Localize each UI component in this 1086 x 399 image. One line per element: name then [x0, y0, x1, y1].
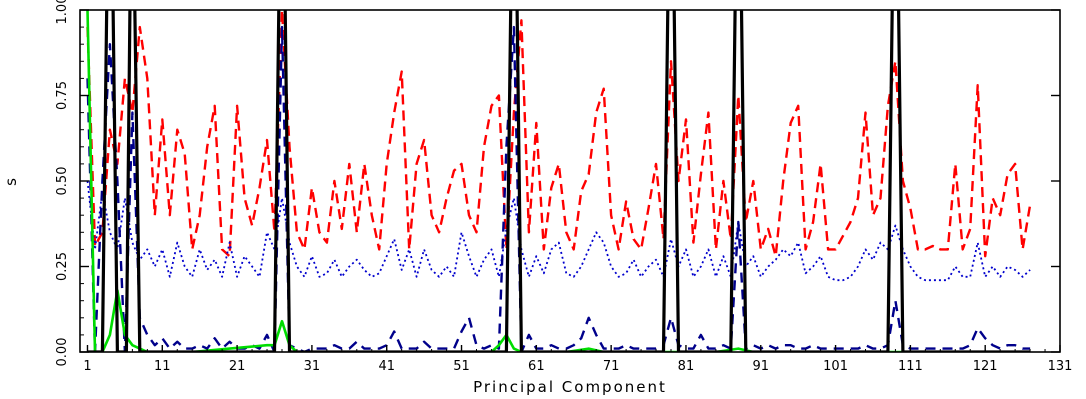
plot-frame — [79, 9, 1061, 353]
y-tick-label: 0.75 — [55, 81, 70, 110]
x-tick-label: 111 — [898, 359, 923, 374]
x-tick-label: 21 — [229, 359, 246, 374]
y-tick-label: 1.00 — [55, 0, 70, 24]
x-tick-label: 31 — [304, 359, 321, 374]
x-tick-label: 11 — [154, 359, 171, 374]
y-tick-label: 0.50 — [55, 167, 70, 196]
x-tick-label: 71 — [603, 359, 620, 374]
y-axis-title: s — [2, 176, 20, 186]
x-axis-title: Principal Component — [473, 378, 667, 396]
x-tick-label: 41 — [378, 359, 395, 374]
x-tick-label: 101 — [823, 359, 848, 374]
x-tick-label: 131 — [1048, 359, 1073, 374]
x-tick-label: 91 — [752, 359, 769, 374]
y-tick-label: 0.25 — [55, 252, 70, 281]
x-tick-label: 1 — [83, 359, 91, 374]
x-tick-label: 121 — [973, 359, 998, 374]
series-layer — [86, 10, 1032, 352]
x-tick-label: 81 — [678, 359, 695, 374]
y-tick-label: 0.00 — [55, 338, 70, 367]
x-tick-label: 61 — [528, 359, 545, 374]
series-line-dotted-blue — [86, 180, 1031, 282]
x-tick-label: 51 — [453, 359, 470, 374]
series-line-dashed-navy — [86, 25, 1031, 352]
